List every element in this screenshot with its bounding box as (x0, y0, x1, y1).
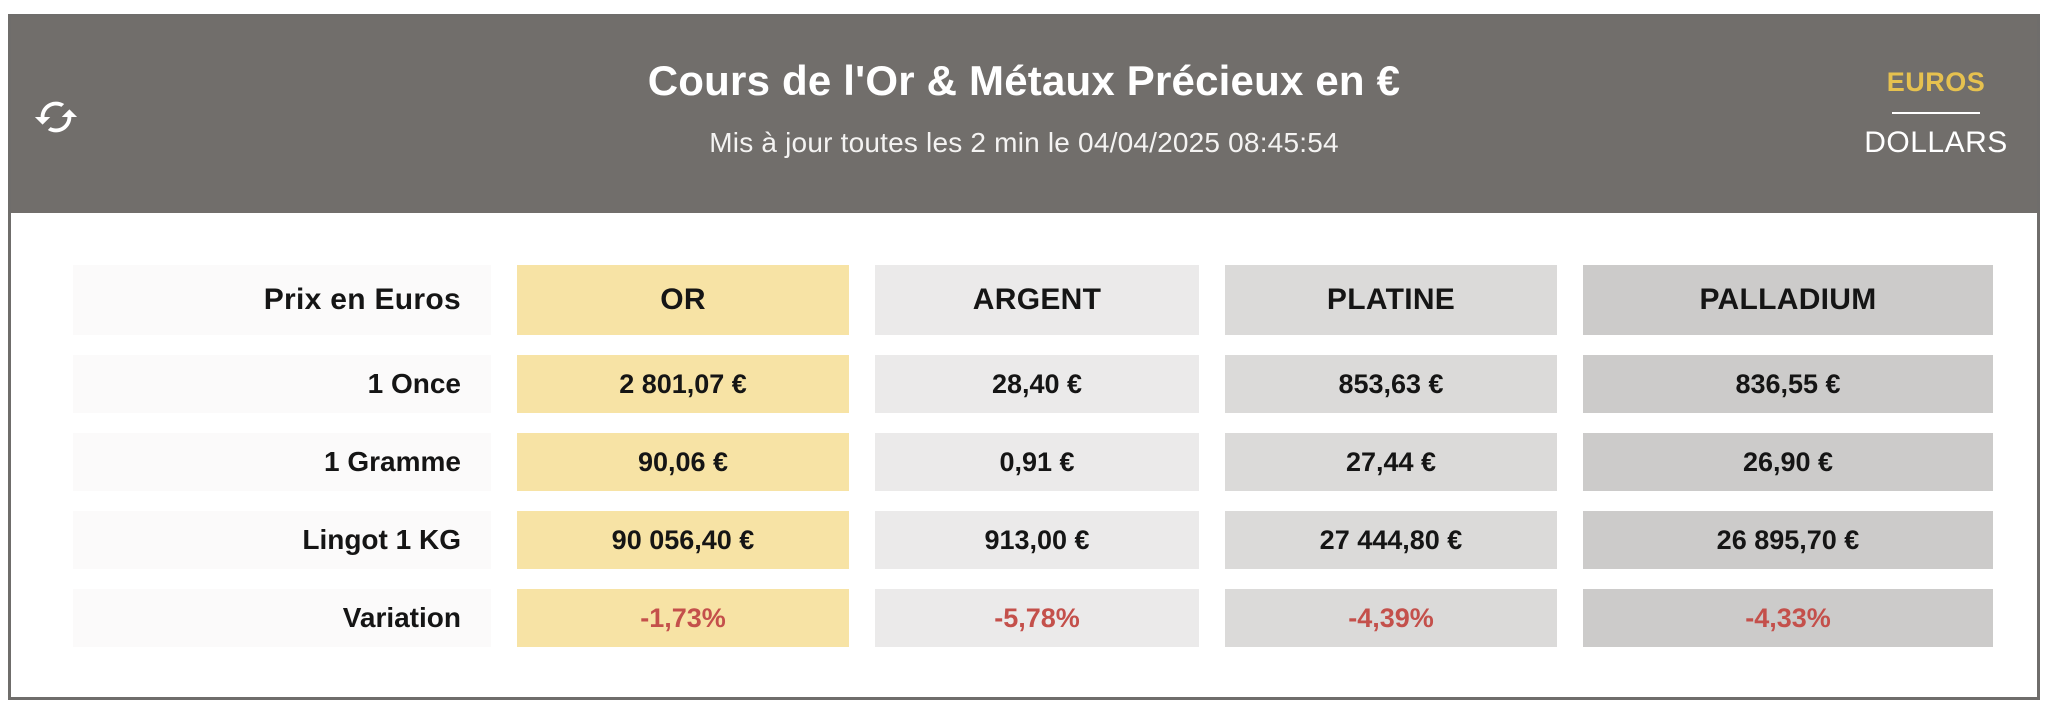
cell-once-platine: 853,63 € (1225, 355, 1557, 413)
table-header-row-label: Prix en Euros (73, 265, 491, 335)
page-title: Cours de l'Or & Métaux Précieux en € (647, 57, 1401, 104)
currency-option-dollars[interactable]: DOLLARS (1864, 126, 2008, 159)
cell-variation-or: -1,73% (517, 589, 849, 647)
cell-gramme-platine: 27,44 € (1225, 433, 1557, 491)
row-label-variation: Variation (73, 589, 491, 647)
cell-once-or: 2 801,07 € (517, 355, 849, 413)
cell-gramme-or: 90,06 € (517, 433, 849, 491)
currency-toggle: EUROS DOLLARS (1864, 67, 2007, 160)
cell-gramme-palladium: 26,90 € (1583, 433, 1993, 491)
cell-lingot-or: 90 056,40 € (517, 511, 849, 569)
currency-toggle-divider (1892, 112, 1980, 114)
cell-variation-argent: -5,78% (875, 589, 1199, 647)
table-header-platine: PLATINE (1225, 265, 1557, 335)
cell-once-palladium: 836,55 € (1583, 355, 1993, 413)
refresh-icon (33, 94, 85, 140)
cell-once-argent: 28,40 € (875, 355, 1199, 413)
last-updated-text: Mis à jour toutes les 2 min le 04/04/202… (709, 127, 1339, 158)
table-header-or: OR (517, 265, 849, 335)
table-header-argent: ARGENT (875, 265, 1199, 335)
price-table: Prix en Euros OR ARGENT PLATINE PALLADIU… (11, 213, 2037, 647)
cell-variation-palladium: -4,33% (1583, 589, 1993, 647)
cell-lingot-argent: 913,00 € (875, 511, 1199, 569)
table-header-palladium: PALLADIUM (1583, 265, 1993, 335)
row-label-lingot: Lingot 1 KG (73, 511, 491, 569)
row-label-once: 1 Once (73, 355, 491, 413)
cell-variation-platine: -4,39% (1225, 589, 1557, 647)
cell-lingot-platine: 27 444,80 € (1225, 511, 1557, 569)
refresh-button[interactable] (33, 91, 85, 143)
cell-lingot-palladium: 26 895,70 € (1583, 511, 1993, 569)
row-label-gramme: 1 Gramme (73, 433, 491, 491)
widget-header: Cours de l'Or & Métaux Précieux en € Mis… (11, 17, 2037, 213)
currency-option-euros[interactable]: EUROS (1886, 67, 1986, 97)
cell-gramme-argent: 0,91 € (875, 433, 1199, 491)
price-widget-card: Cours de l'Or & Métaux Précieux en € Mis… (8, 14, 2040, 700)
